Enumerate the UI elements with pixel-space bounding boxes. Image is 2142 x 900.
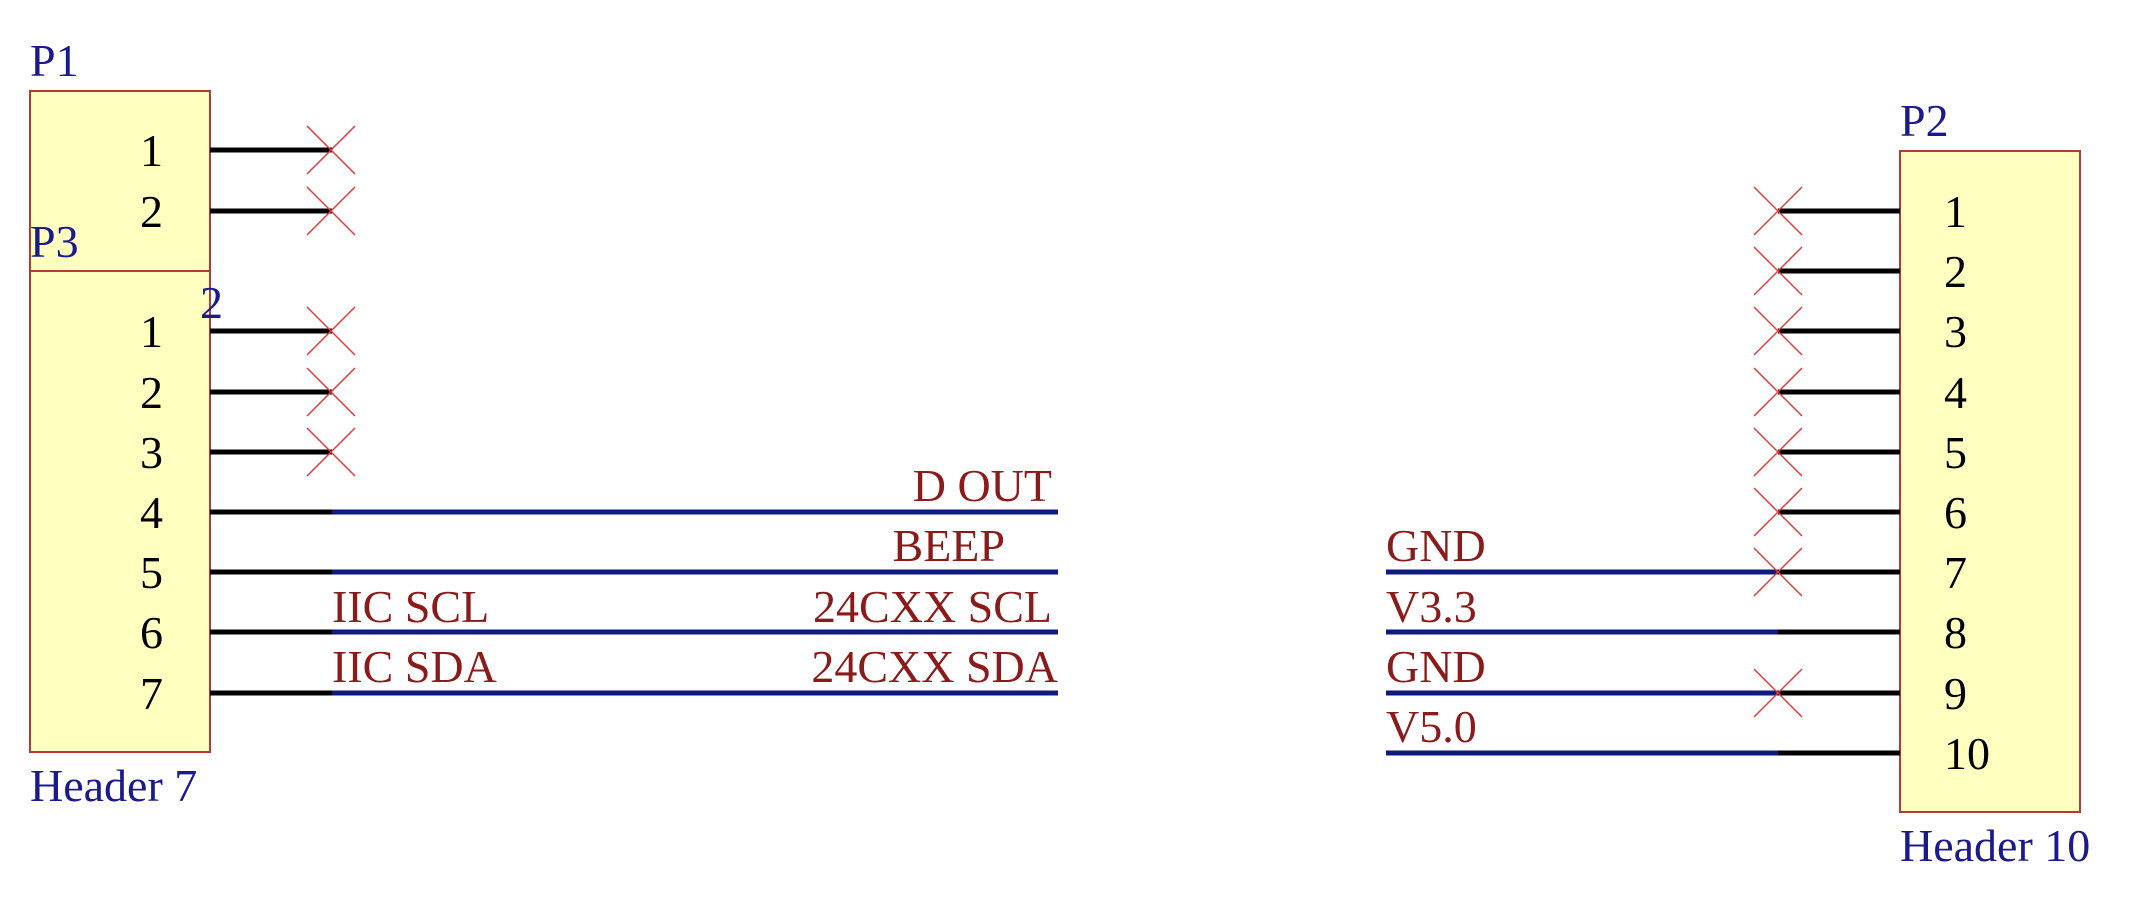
component-p2[interactable]: P2 Header 10 1 2 3 4 5 6 7 8 9 10 — [1778, 95, 2090, 871]
net-label-v3-3[interactable]: V3.3 — [1386, 581, 1477, 632]
p2-body — [1899, 150, 2081, 813]
p3-pin5-number: 5 — [140, 547, 163, 598]
no-connect-markers — [306, 125, 1803, 718]
p3-pin1-number: 1 — [140, 306, 163, 357]
p2-pin2-number: 2 — [1944, 246, 1967, 297]
p1-designator: P1 — [30, 35, 79, 86]
p1-body — [29, 90, 211, 272]
component-p1[interactable]: P1 1 2 — [29, 35, 332, 272]
p3-net-labels: IIC SCL IIC SDA D OUT BEEP 24CXX SCL 24C… — [332, 460, 1058, 692]
p3-pin6-number: 6 — [140, 607, 163, 658]
net-label-gnd-2[interactable]: GND — [1386, 641, 1486, 692]
p1-pin2-number: 2 — [140, 186, 163, 237]
p1-pin1-number: 1 — [140, 125, 163, 176]
p2-pin4-number: 4 — [1944, 367, 1967, 418]
net-label-iic-sda[interactable]: IIC SDA — [332, 641, 497, 692]
no-connect-icon — [1753, 668, 1803, 718]
net-label-v5-0[interactable]: V5.0 — [1386, 701, 1477, 752]
net-label-d-out[interactable]: D OUT — [913, 460, 1052, 511]
no-connect-icon — [306, 367, 356, 417]
p2-value: Header 10 — [1900, 820, 2090, 871]
p2-net-labels: GND V3.3 GND V5.0 — [1386, 520, 1486, 752]
no-connect-icon — [306, 125, 356, 175]
p2-pin6-number: 6 — [1944, 487, 1967, 538]
p2-pin1-number: 1 — [1944, 186, 1967, 237]
net-label-iic-scl[interactable]: IIC SCL — [332, 581, 489, 632]
no-connect-icon — [306, 306, 356, 356]
no-connect-icon — [1753, 306, 1803, 356]
no-connect-icon — [306, 427, 356, 477]
p3-pin4-number: 4 — [140, 487, 163, 538]
no-connect-icon — [1753, 547, 1803, 597]
no-connect-icon — [1753, 487, 1803, 537]
p2-pin5-number: 5 — [1944, 427, 1967, 478]
no-connect-icon — [1753, 246, 1803, 296]
p2-pin8-number: 8 — [1944, 607, 1967, 658]
p2-wires — [1386, 569, 1778, 756]
p3-pin3-number: 3 — [140, 427, 163, 478]
p2-pin10-number: 10 — [1944, 728, 1990, 779]
p3-body — [29, 270, 211, 753]
no-connect-icon — [1753, 367, 1803, 417]
net-label-beep[interactable]: BEEP — [893, 520, 1005, 571]
net-label-gnd-1[interactable]: GND — [1386, 520, 1486, 571]
no-connect-icon — [1753, 186, 1803, 236]
p2-pin7-number: 7 — [1944, 547, 1967, 598]
net-label-24cxx-sda[interactable]: 24CXX SDA — [811, 641, 1058, 692]
p2-pin9-number: 9 — [1944, 668, 1967, 719]
p3-pin7-number: 7 — [140, 668, 163, 719]
p3-value: Header 7 — [30, 760, 197, 811]
p2-designator: P2 — [1900, 95, 1949, 146]
p3-designator: P3 — [30, 216, 79, 267]
p2-pin3-number: 3 — [1944, 306, 1967, 357]
net-label-24cxx-scl[interactable]: 24CXX SCL — [813, 581, 1052, 632]
no-connect-icon — [1753, 427, 1803, 477]
component-p3[interactable]: P3 2 Header 7 1 2 3 4 5 6 7 — [29, 216, 332, 811]
p3-wires — [332, 509, 1058, 696]
no-connect-icon — [306, 186, 356, 236]
p1-overlap-label: 2 — [200, 277, 223, 328]
p3-pin2-number: 2 — [140, 367, 163, 418]
